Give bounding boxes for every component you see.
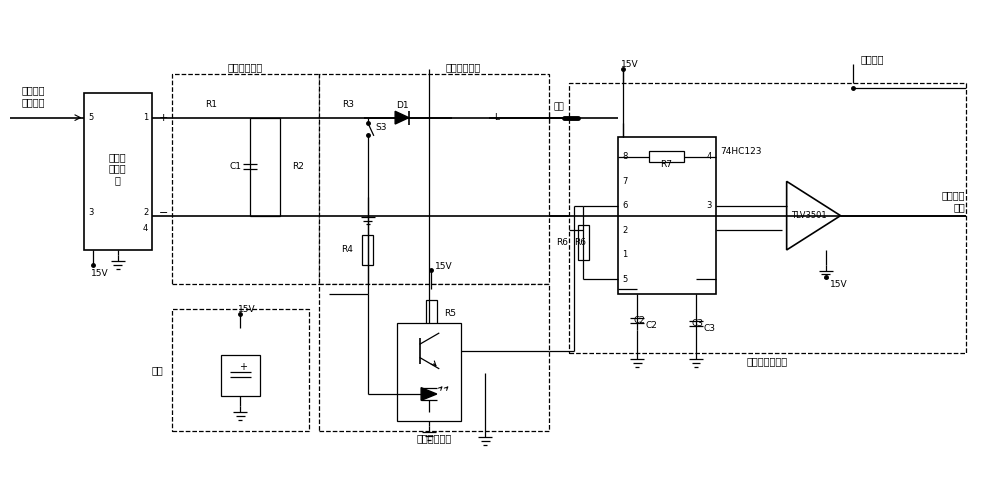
- Polygon shape: [395, 111, 409, 124]
- Text: +: +: [239, 362, 247, 372]
- Text: R5: R5: [444, 309, 456, 318]
- Bar: [426, 300, 437, 327]
- Bar: [539, 112, 549, 123]
- Text: 工频过零检测器: 工频过零检测器: [746, 356, 788, 366]
- Text: TLV3501: TLV3501: [791, 211, 827, 220]
- Text: R4: R4: [341, 246, 353, 254]
- Bar: [649, 151, 684, 162]
- Text: 1: 1: [622, 250, 628, 259]
- Text: D1: D1: [396, 101, 408, 110]
- Bar: [84, 93, 152, 250]
- Bar: [362, 235, 373, 265]
- Text: 电源: 电源: [151, 365, 163, 375]
- Text: 高压充电回路: 高压充电回路: [228, 62, 263, 72]
- Text: 使能信号: 使能信号: [861, 54, 884, 64]
- Text: 2: 2: [143, 208, 148, 217]
- Text: R6: R6: [557, 238, 569, 247]
- Bar: [195, 112, 227, 123]
- Text: 1: 1: [143, 113, 148, 122]
- Text: 光电耦合电路: 光电耦合电路: [416, 433, 451, 443]
- Text: 15V: 15V: [621, 60, 638, 69]
- Bar: [397, 323, 461, 421]
- Bar: [319, 74, 549, 284]
- Text: C3: C3: [704, 324, 716, 333]
- Text: 4: 4: [706, 152, 712, 161]
- Text: S3: S3: [376, 123, 387, 132]
- Text: 6: 6: [622, 201, 628, 210]
- Text: 工频正弦
信号: 工频正弦 信号: [942, 190, 966, 212]
- Text: 3: 3: [706, 201, 712, 210]
- Bar: [274, 145, 285, 189]
- Bar: [332, 112, 364, 123]
- Bar: [319, 284, 549, 431]
- Text: 5: 5: [622, 275, 628, 284]
- Text: 线缆: 线缆: [553, 102, 564, 111]
- Text: C2: C2: [633, 316, 645, 325]
- Text: 高压放电回路: 高压放电回路: [446, 62, 481, 72]
- Text: 15V: 15V: [830, 280, 847, 289]
- Bar: [172, 74, 319, 284]
- Text: +: +: [159, 113, 169, 123]
- Text: C3: C3: [692, 319, 704, 328]
- Bar: [569, 83, 966, 353]
- Text: C2: C2: [645, 321, 657, 330]
- Text: 15V: 15V: [435, 262, 453, 271]
- Bar: [618, 137, 716, 294]
- Bar: [221, 355, 260, 396]
- Bar: [172, 309, 309, 431]
- Text: R3: R3: [342, 100, 354, 109]
- Text: 脉冲幅值
控制信号: 脉冲幅值 控制信号: [22, 85, 45, 107]
- Text: R7: R7: [661, 160, 673, 169]
- Text: L: L: [494, 113, 499, 122]
- Text: R1: R1: [205, 100, 217, 109]
- Text: 74HC123: 74HC123: [720, 148, 762, 156]
- Bar: [578, 225, 589, 260]
- Text: R6: R6: [574, 238, 586, 247]
- Text: C1: C1: [229, 162, 241, 171]
- Text: −: −: [159, 208, 169, 218]
- Text: 15V: 15V: [91, 269, 109, 278]
- Text: 8: 8: [622, 152, 628, 161]
- Text: 3: 3: [88, 208, 94, 217]
- Text: 5: 5: [88, 113, 94, 122]
- Text: 4: 4: [143, 224, 148, 233]
- Text: R2: R2: [292, 162, 304, 171]
- Text: 2: 2: [622, 226, 628, 235]
- Polygon shape: [421, 388, 437, 400]
- Text: 可编程
电源模
块: 可编程 电源模 块: [109, 152, 127, 185]
- Text: 7: 7: [622, 177, 628, 186]
- Text: 15V: 15V: [238, 305, 256, 314]
